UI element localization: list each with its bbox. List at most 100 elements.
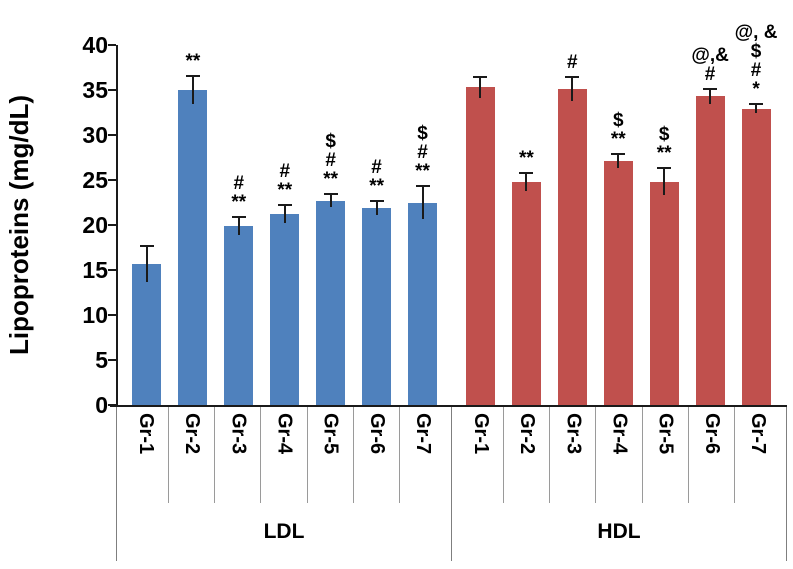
error-bar-cap [415, 185, 430, 188]
error-bar-cap [565, 76, 580, 79]
x-category-cell: Gr-6 [689, 407, 735, 503]
y-tick-mark [108, 269, 116, 271]
x-category-cell: Gr-3 [550, 407, 597, 503]
annotation-line: $ [325, 131, 336, 153]
error-bar-cap [749, 103, 764, 106]
x-category-cell: Gr-1 [458, 407, 505, 503]
x-category-label: Gr-3 [562, 413, 585, 455]
plot-area: ** # ** # ** $ # ** # ** $ # ** ** # $ ** $ ** @,& # @, & $ # * [108, 23, 785, 406]
y-tick-mark [108, 404, 116, 406]
x-category-label: Gr-1 [470, 413, 493, 455]
y-tick-label: 30 [82, 122, 108, 148]
y-tick-mark [108, 44, 116, 46]
annotation-line: ** [323, 169, 339, 191]
error-bar [145, 245, 148, 282]
x-category-label: Gr-6 [700, 413, 723, 455]
group-label-text: LDL [263, 520, 305, 543]
error-bar [375, 200, 378, 216]
annotation-line: # [371, 156, 382, 178]
bar-hdl-gr-6 [695, 96, 725, 405]
bar-ldl-gr-7 [408, 202, 438, 405]
bar-ldl-gr-2 [178, 90, 208, 405]
x-axis-line [110, 405, 787, 407]
y-axis-title-text: Lipoproteins (mg/dL) [3, 95, 34, 355]
significance-annotation: # [527, 53, 617, 72]
x-category-cell: Gr-4 [596, 407, 643, 503]
error-bar [421, 186, 424, 219]
y-tick-label: 25 [82, 167, 108, 193]
error-bar-cap [473, 75, 488, 78]
bar-ldl-gr-1 [132, 263, 162, 405]
annotation-line: # [750, 60, 762, 82]
bar-hdl-gr-3 [557, 89, 587, 405]
annotation-line: # [325, 150, 336, 172]
annotation-line: ** [369, 175, 384, 197]
y-tick-mark [108, 134, 116, 136]
error-bar [663, 168, 666, 196]
y-tick-label: 10 [82, 302, 108, 328]
error-bar-cap [185, 74, 200, 77]
annotation-line: $ [417, 123, 428, 145]
y-tick-mark [108, 224, 116, 226]
significance-annotation: # ** [332, 158, 422, 196]
error-bar [525, 172, 528, 191]
significance-annotation: @,& # [665, 46, 755, 84]
error-bar-cap [139, 244, 154, 247]
annotation-line: $ [658, 124, 670, 146]
y-tick-mark [108, 89, 116, 91]
annotation-line: ** [185, 50, 201, 72]
annotation-line: $ [612, 109, 624, 131]
y-axis-title: Lipoproteins (mg/dL) [0, 45, 38, 405]
x-category-cell: Gr-6 [354, 407, 400, 503]
error-bar [617, 153, 620, 169]
x-category-label: Gr-2 [516, 413, 539, 455]
bar-hdl-gr-2 [511, 181, 541, 405]
x-category-cell: Gr-3 [215, 407, 262, 503]
annotation-line: @, & [734, 22, 778, 44]
x-category-label: Gr-7 [746, 413, 769, 455]
annotation-line: # [704, 64, 716, 86]
x-category-cell: Gr-2 [169, 407, 216, 503]
error-bar-cap [611, 152, 626, 155]
y-axis-line [116, 45, 118, 405]
error-bar-cap [519, 171, 534, 174]
annotation-line: ** [656, 143, 672, 165]
x-category-cell: Gr-1 [123, 407, 170, 503]
significance-annotation: ** [481, 149, 571, 168]
annotation-line: # [279, 161, 291, 183]
annotation-line: $ [750, 41, 762, 63]
y-tick-label: 5 [95, 347, 108, 373]
error-bar [479, 76, 482, 99]
error-bar [191, 75, 194, 105]
bar-ldl-gr-6 [362, 207, 392, 405]
y-axis-tick-labels: 0 5 10 15 20 25 30 35 40 [36, 33, 108, 417]
error-bar [283, 205, 286, 224]
error-bar [571, 77, 574, 101]
y-tick-mark [108, 179, 116, 181]
x-category-cell: Gr-2 [504, 407, 551, 503]
x-category-label: Gr-6 [365, 413, 388, 455]
annotation-line: # [567, 52, 578, 74]
annotation-line: ** [610, 128, 626, 150]
x-category-label: Gr-5 [654, 413, 677, 455]
x-category-label: Gr-4 [608, 413, 631, 455]
y-tick-label: 40 [82, 32, 108, 58]
error-bar [755, 104, 758, 114]
error-bar [709, 89, 712, 104]
error-bar-cap [277, 204, 292, 207]
x-category-label: Gr-3 [227, 413, 250, 455]
x-category-label: Gr-4 [273, 413, 296, 455]
y-tick-label: 0 [95, 392, 108, 418]
annotation-line: # [417, 142, 428, 164]
significance-annotation: $ ** [619, 125, 709, 163]
error-bar-cap [369, 199, 384, 202]
group-label-hdl: HDL [452, 503, 787, 561]
x-axis-category-labels: Gr-1 Gr-2 Gr-3 Gr-4 Gr-5 Gr-6 Gr-7 Gr-1 Gr-2 Gr-3… [116, 407, 787, 503]
annotation-line: ** [277, 180, 293, 202]
y-tick-label: 15 [82, 257, 108, 283]
x-category-label: Gr-1 [135, 413, 158, 455]
bar-ldl-gr-5 [316, 200, 346, 405]
annotation-line: ** [231, 191, 247, 213]
significance-annotation: ** [148, 52, 238, 71]
